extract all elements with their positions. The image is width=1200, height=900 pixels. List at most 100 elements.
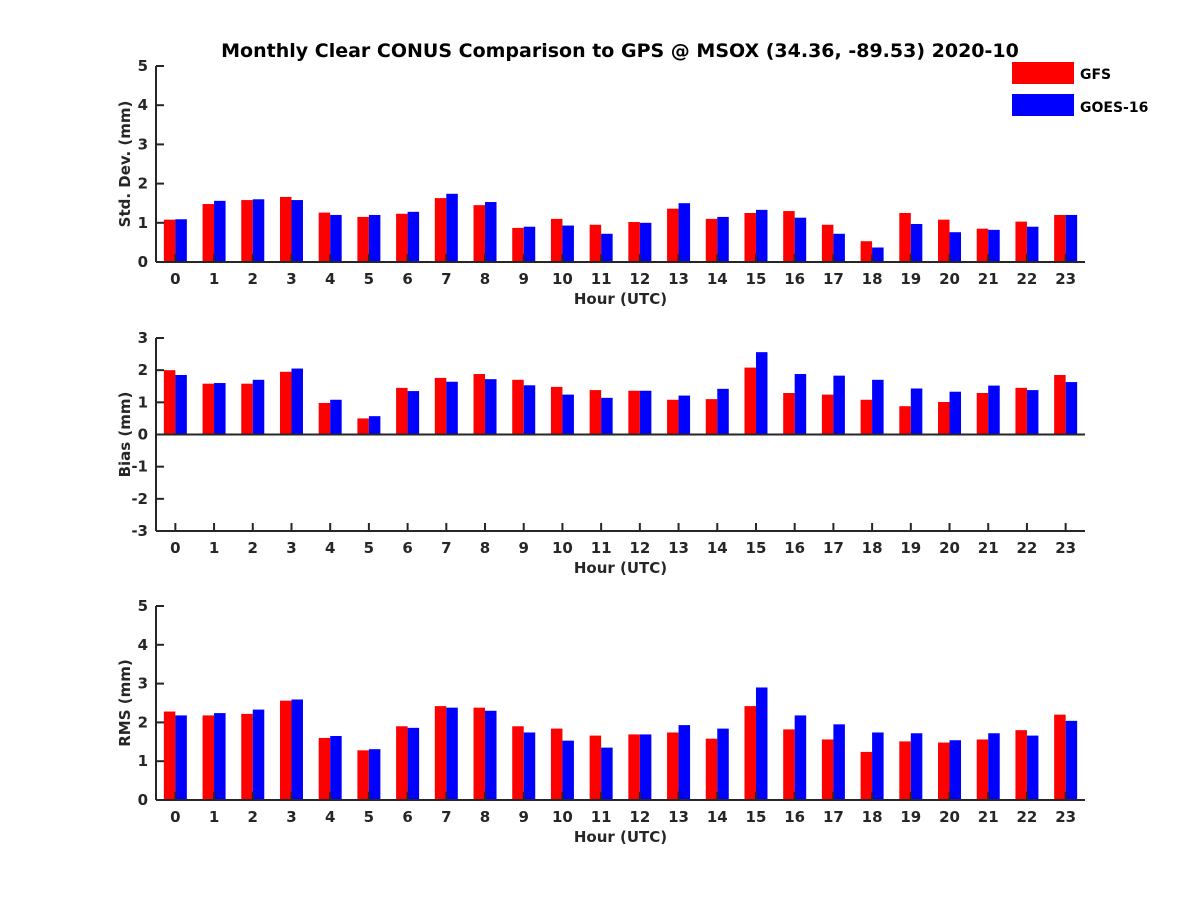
x-tick-label: 10 [552, 808, 573, 826]
bar-gfs-hour-17 [821, 394, 834, 435]
bar-goes16-hour-10 [562, 394, 574, 435]
bar-gfs-hour-4 [318, 212, 331, 262]
bar-gfs-hour-12 [628, 734, 640, 800]
bar-gfs-hour-19 [899, 213, 911, 262]
x-tick-label: 11 [591, 270, 612, 288]
y-tick-label: 4 [138, 636, 148, 654]
bar-gfs-hour-8 [473, 205, 486, 262]
bar-goes16-hour-12 [639, 222, 652, 262]
bar-gfs-hour-18 [860, 751, 873, 800]
bar-goes16-hour-0 [175, 374, 187, 435]
bar-goes16-hour-23 [1065, 382, 1078, 435]
x-tick-label: 11 [591, 539, 612, 557]
bar-goes16-hour-7 [446, 707, 458, 800]
bar-gfs-hour-2 [241, 383, 253, 435]
x-tick-label: 12 [629, 808, 650, 826]
x-tick-label: 5 [364, 539, 374, 557]
y-tick-label: 3 [138, 135, 148, 153]
x-tick-label: 21 [978, 808, 999, 826]
bar-gfs-hour-8 [473, 707, 486, 800]
bar-gfs-hour-23 [1054, 374, 1066, 435]
bar-gfs-hour-20 [938, 402, 950, 435]
x-tick-label: 22 [1017, 539, 1038, 557]
bar-gfs-hour-21 [976, 739, 989, 800]
x-axis-label: Hour (UTC) [574, 559, 667, 577]
bar-goes16-hour-2 [252, 379, 265, 435]
x-tick-label: 3 [286, 539, 296, 557]
x-tick-label: 18 [862, 539, 883, 557]
x-tick-label: 3 [286, 270, 296, 288]
x-tick-label: 8 [480, 808, 490, 826]
bar-gfs-hour-2 [241, 200, 253, 262]
bar-gfs-hour-9 [512, 227, 524, 262]
bar-goes16-hour-15 [755, 209, 768, 262]
x-tick-label: 9 [519, 808, 529, 826]
x-tick-label: 10 [552, 539, 573, 557]
bar-goes16-hour-2 [252, 199, 265, 262]
bar-gfs-hour-18 [860, 399, 873, 435]
y-tick-label: 5 [138, 57, 148, 75]
x-tick-label: 4 [325, 539, 335, 557]
bar-gfs-hour-22 [1015, 730, 1027, 800]
bar-gfs-hour-8 [473, 374, 486, 435]
x-tick-label: 17 [823, 270, 844, 288]
bar-goes16-hour-16 [794, 715, 807, 800]
bar-gfs-hour-16 [783, 729, 795, 800]
bar-goes16-hour-13 [678, 203, 691, 262]
bar-gfs-hour-13 [667, 732, 679, 800]
bar-gfs-hour-1 [202, 383, 215, 435]
bar-gfs-hour-15 [744, 213, 756, 262]
bar-gfs-hour-17 [821, 739, 834, 800]
legend-label-gfs: GFS [1080, 67, 1111, 83]
bar-goes16-hour-11 [601, 397, 613, 435]
x-tick-label: 9 [519, 270, 529, 288]
bar-goes16-hour-17 [833, 724, 845, 800]
y-tick-label: -3 [131, 522, 148, 540]
x-tick-label: 1 [209, 270, 219, 288]
bar-gfs-hour-21 [976, 228, 989, 262]
bar-goes16-hour-10 [562, 225, 574, 262]
bar-goes16-hour-16 [794, 374, 807, 435]
bar-goes16-hour-0 [175, 219, 187, 262]
bar-goes16-hour-22 [1026, 735, 1039, 800]
x-tick-label: 15 [746, 539, 767, 557]
x-tick-label: 14 [707, 270, 728, 288]
x-tick-label: 13 [668, 808, 689, 826]
bar-goes16-hour-19 [910, 223, 923, 262]
x-tick-label: 6 [402, 270, 412, 288]
x-tick-label: 19 [900, 808, 921, 826]
bar-goes16-hour-7 [446, 381, 458, 435]
bar-gfs-hour-4 [318, 402, 331, 435]
bar-goes16-hour-12 [639, 390, 652, 435]
bar-goes16-hour-15 [755, 352, 768, 435]
x-tick-label: 7 [441, 539, 451, 557]
bar-gfs-hour-2 [241, 713, 253, 800]
x-tick-label: 7 [441, 270, 451, 288]
bar-gfs-hour-12 [628, 390, 640, 435]
bar-gfs-hour-23 [1054, 714, 1066, 800]
x-tick-label: 13 [668, 270, 689, 288]
bar-gfs-hour-14 [705, 738, 718, 800]
bar-gfs-hour-3 [279, 700, 292, 800]
bar-gfs-hour-14 [705, 218, 718, 262]
x-axis-label: Hour (UTC) [574, 828, 667, 846]
x-tick-label: 3 [286, 808, 296, 826]
bar-goes16-hour-8 [485, 379, 497, 435]
bar-goes16-hour-20 [949, 232, 962, 262]
x-tick-label: 2 [248, 539, 258, 557]
x-tick-label: 16 [784, 808, 805, 826]
bar-gfs-hour-23 [1054, 214, 1066, 262]
bar-gfs-hour-5 [357, 216, 369, 262]
bar-goes16-hour-9 [523, 226, 536, 262]
bar-gfs-hour-10 [550, 218, 563, 262]
bar-goes16-hour-4 [330, 735, 342, 800]
x-tick-label: 12 [629, 539, 650, 557]
x-tick-label: 6 [402, 539, 412, 557]
bar-gfs-hour-16 [783, 393, 795, 435]
bar-goes16-hour-6 [407, 727, 420, 800]
bar-goes16-hour-21 [988, 385, 1000, 435]
x-tick-label: 1 [209, 539, 219, 557]
bar-goes16-hour-1 [214, 383, 226, 435]
x-tick-label: 5 [364, 270, 374, 288]
